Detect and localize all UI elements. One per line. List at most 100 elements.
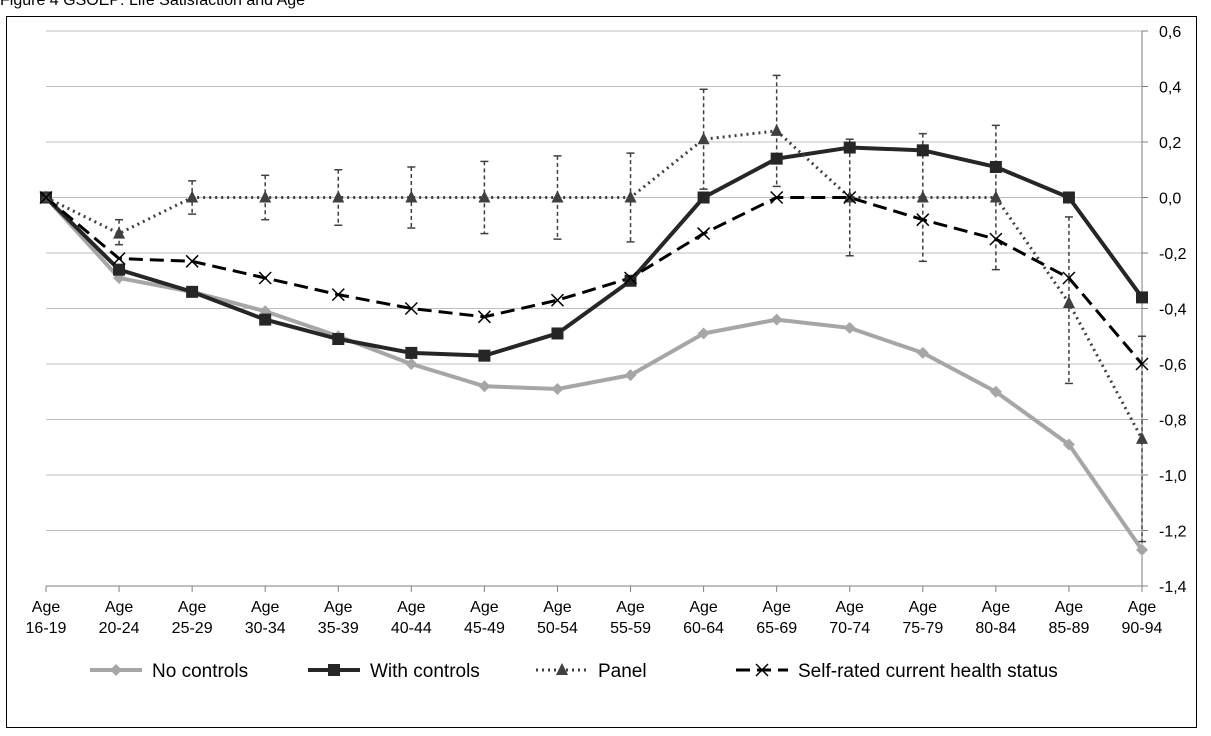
y-tick-label: -0,8 <box>1159 413 1187 430</box>
data-point <box>624 271 638 285</box>
x-tick-label-line2: 40-44 <box>391 620 432 637</box>
y-axis-tick-labels: 0,6 0,4 0,2 0,0 -0,2 -0,4 -0,6 -0,8 -1,0 -1,2 -1,4 <box>1159 24 1187 596</box>
y-tick-label: 0,4 <box>1159 80 1181 97</box>
y-tick-label: 0,2 <box>1159 135 1181 152</box>
data-point <box>1136 431 1148 444</box>
x-tick-label-line1: Age <box>1055 599 1084 616</box>
x-tick-label-line2: 30-34 <box>245 620 286 637</box>
data-point <box>989 190 1002 203</box>
legend-label: No controls <box>152 661 248 682</box>
data-point <box>404 301 418 316</box>
x-tick-label-line2: 50-54 <box>537 620 578 637</box>
y-tick-label: -1,2 <box>1159 524 1187 541</box>
series-line-self-rated-current-health-status <box>45 196 1144 365</box>
data-point <box>989 385 1002 398</box>
data-point <box>113 226 126 239</box>
y-tick-label: -0,4 <box>1159 302 1187 319</box>
data-point <box>551 382 564 395</box>
data-point <box>624 369 637 382</box>
data-point <box>477 310 491 324</box>
data-point <box>770 152 783 165</box>
x-tick-label-line2: 16-19 <box>26 620 67 637</box>
data-point <box>1062 271 1076 285</box>
legend-marker <box>328 664 340 676</box>
data-point <box>916 144 929 157</box>
data-point <box>478 380 491 393</box>
data-point <box>843 321 856 334</box>
x-tick-label-line1: Age <box>251 599 280 616</box>
legend-label: With controls <box>370 661 480 682</box>
data-point <box>697 191 710 204</box>
data-point <box>186 190 199 203</box>
data-point <box>624 190 637 203</box>
data-point <box>697 327 710 340</box>
x-tick-label-line1: Age <box>397 599 426 616</box>
chart-frame <box>6 16 1197 728</box>
y-tick-label: -0,2 <box>1159 246 1187 263</box>
data-point <box>624 274 637 287</box>
x-tick-label-line2: 90-94 <box>1122 620 1163 637</box>
data-point <box>1062 438 1075 451</box>
legend-marker <box>110 664 122 676</box>
x-tick-label-line1: Age <box>762 599 791 616</box>
series-markers <box>39 123 1149 556</box>
x-tick-label-line1: Age <box>470 599 499 616</box>
x-tick-label-line1: Age <box>689 599 718 616</box>
data-point <box>550 293 564 307</box>
data-point <box>697 227 711 241</box>
legend-label: Panel <box>598 661 647 682</box>
x-tick-label-line2: 55-59 <box>610 620 651 637</box>
series-line-no-controls <box>44 196 1144 552</box>
y-tick-label: -1,4 <box>1159 579 1187 596</box>
data-point <box>185 254 199 268</box>
data-point <box>770 190 784 205</box>
x-tick-label-line2: 35-39 <box>318 620 359 637</box>
series-lines <box>44 129 1144 552</box>
data-point <box>843 141 856 154</box>
x-tick-label-line1: Age <box>1128 599 1157 616</box>
data-point <box>258 271 272 285</box>
data-point <box>478 190 491 203</box>
data-point <box>405 346 418 359</box>
x-tick-label-line1: Age <box>835 599 864 616</box>
data-point <box>405 358 418 370</box>
data-point <box>770 123 783 136</box>
x-tick-label-line2: 25-29 <box>172 620 213 637</box>
x-tick-label-line2: 80-84 <box>975 620 1016 637</box>
data-point <box>331 288 345 302</box>
x-tick-label-line2: 75-79 <box>902 620 943 637</box>
data-point <box>551 327 564 340</box>
data-point <box>332 190 345 203</box>
x-tick-label-line2: 60-64 <box>683 620 724 637</box>
data-point <box>259 313 272 326</box>
y-tick-label: -1,0 <box>1159 468 1187 485</box>
data-point <box>259 190 272 203</box>
x-axis-tick-labels: Age 16-19 Age 20-24 Age 25-29 Age 30-34 Age 35-39… <box>26 599 1163 637</box>
data-point <box>551 190 564 203</box>
chart-legend: No controls With controls Panel Self-rated … <box>90 661 1058 682</box>
x-tick-label-line1: Age <box>32 599 61 616</box>
x-tick-label-line2: 85-89 <box>1048 620 1089 637</box>
data-point <box>113 263 126 276</box>
legend-marker <box>755 663 769 677</box>
series-line-panel <box>45 129 1144 440</box>
data-point <box>405 190 418 203</box>
legend-label: Self-rated current health status <box>798 661 1058 682</box>
data-point <box>916 190 929 203</box>
y-tick-label: 0,0 <box>1159 191 1181 208</box>
data-point <box>989 232 1003 246</box>
axes <box>45 30 1148 592</box>
data-point <box>916 213 930 227</box>
x-tick-label-line2: 70-74 <box>829 620 870 637</box>
x-tick-label-line1: Age <box>324 599 353 616</box>
series-line-with-controls <box>44 145 1144 358</box>
x-tick-label-line1: Age <box>178 599 207 616</box>
x-tick-label-line2: 45-49 <box>464 620 505 637</box>
data-point <box>697 132 710 145</box>
data-point <box>1062 191 1075 204</box>
legend-marker <box>556 663 568 675</box>
data-point <box>843 190 857 205</box>
data-point <box>770 313 783 326</box>
data-point <box>989 160 1002 173</box>
